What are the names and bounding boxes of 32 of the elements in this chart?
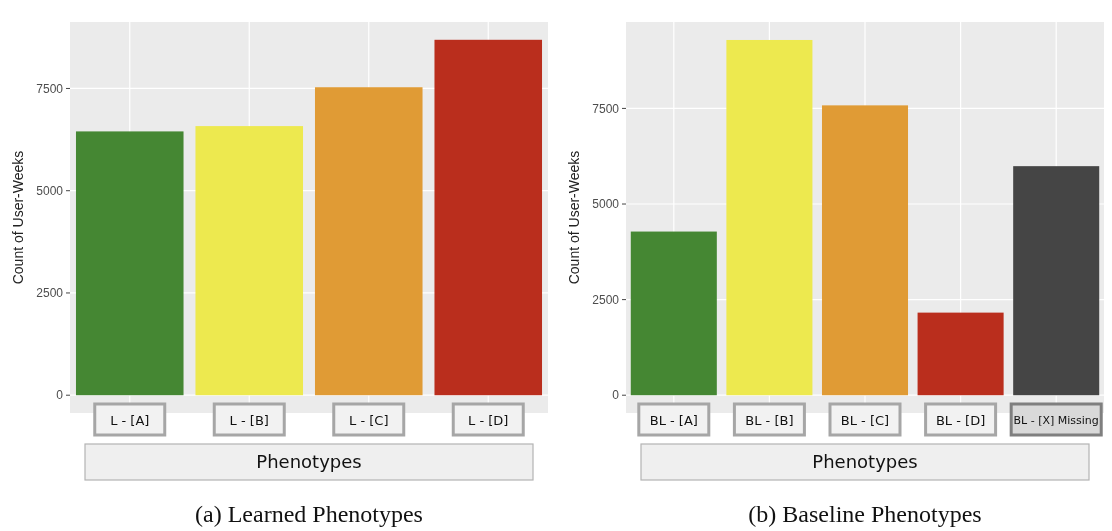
text: (b) Baseline Phenotypes <box>748 501 982 527</box>
text: (a) Learned Phenotypes <box>195 501 423 527</box>
y-tick-label: 7500 <box>592 101 620 116</box>
x-tick-label: BL - [D] <box>935 412 986 428</box>
bar <box>726 39 813 396</box>
bar <box>1013 166 1100 396</box>
y-tick-label: 0 <box>612 388 620 403</box>
y-tick-label: 2500 <box>36 286 64 301</box>
y-tick-label: 5000 <box>36 183 64 198</box>
x-axis-title: Phenotypes <box>812 451 918 473</box>
x-tick-label: L - [D] <box>468 412 509 428</box>
bar <box>434 39 543 396</box>
x-tick-label: L - [A] <box>110 412 150 428</box>
bar <box>314 87 423 396</box>
x-tick-label: BL - [C] <box>840 412 890 428</box>
bar <box>917 312 1004 396</box>
bar <box>75 131 184 396</box>
y-tick-label: 0 <box>56 388 64 403</box>
y-tick-label: 7500 <box>36 81 64 96</box>
y-axis-title: Count of User-Weeks <box>10 150 26 285</box>
y-axis-title: Count of User-Weeks <box>566 150 582 285</box>
y-tick-label: 5000 <box>592 197 620 212</box>
x-axis-title: Phenotypes <box>256 451 362 473</box>
y-tick-label: 2500 <box>592 292 620 307</box>
x-tick-label: BL - [A] <box>649 412 698 428</box>
bar <box>195 126 304 396</box>
x-tick-label: L - [B] <box>229 412 269 428</box>
bar <box>630 231 717 396</box>
x-tick-label: BL - [B] <box>745 412 794 428</box>
x-tick-label: L - [C] <box>349 412 389 428</box>
bar <box>821 105 909 396</box>
x-tick-label: BL - [X] Missing <box>1013 413 1099 427</box>
